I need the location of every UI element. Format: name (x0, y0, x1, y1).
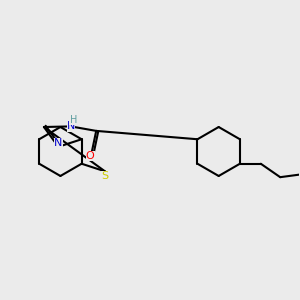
Text: N: N (54, 138, 62, 148)
Text: N: N (67, 122, 75, 131)
Text: O: O (86, 151, 94, 161)
Text: H: H (70, 115, 77, 125)
Text: S: S (101, 171, 109, 181)
